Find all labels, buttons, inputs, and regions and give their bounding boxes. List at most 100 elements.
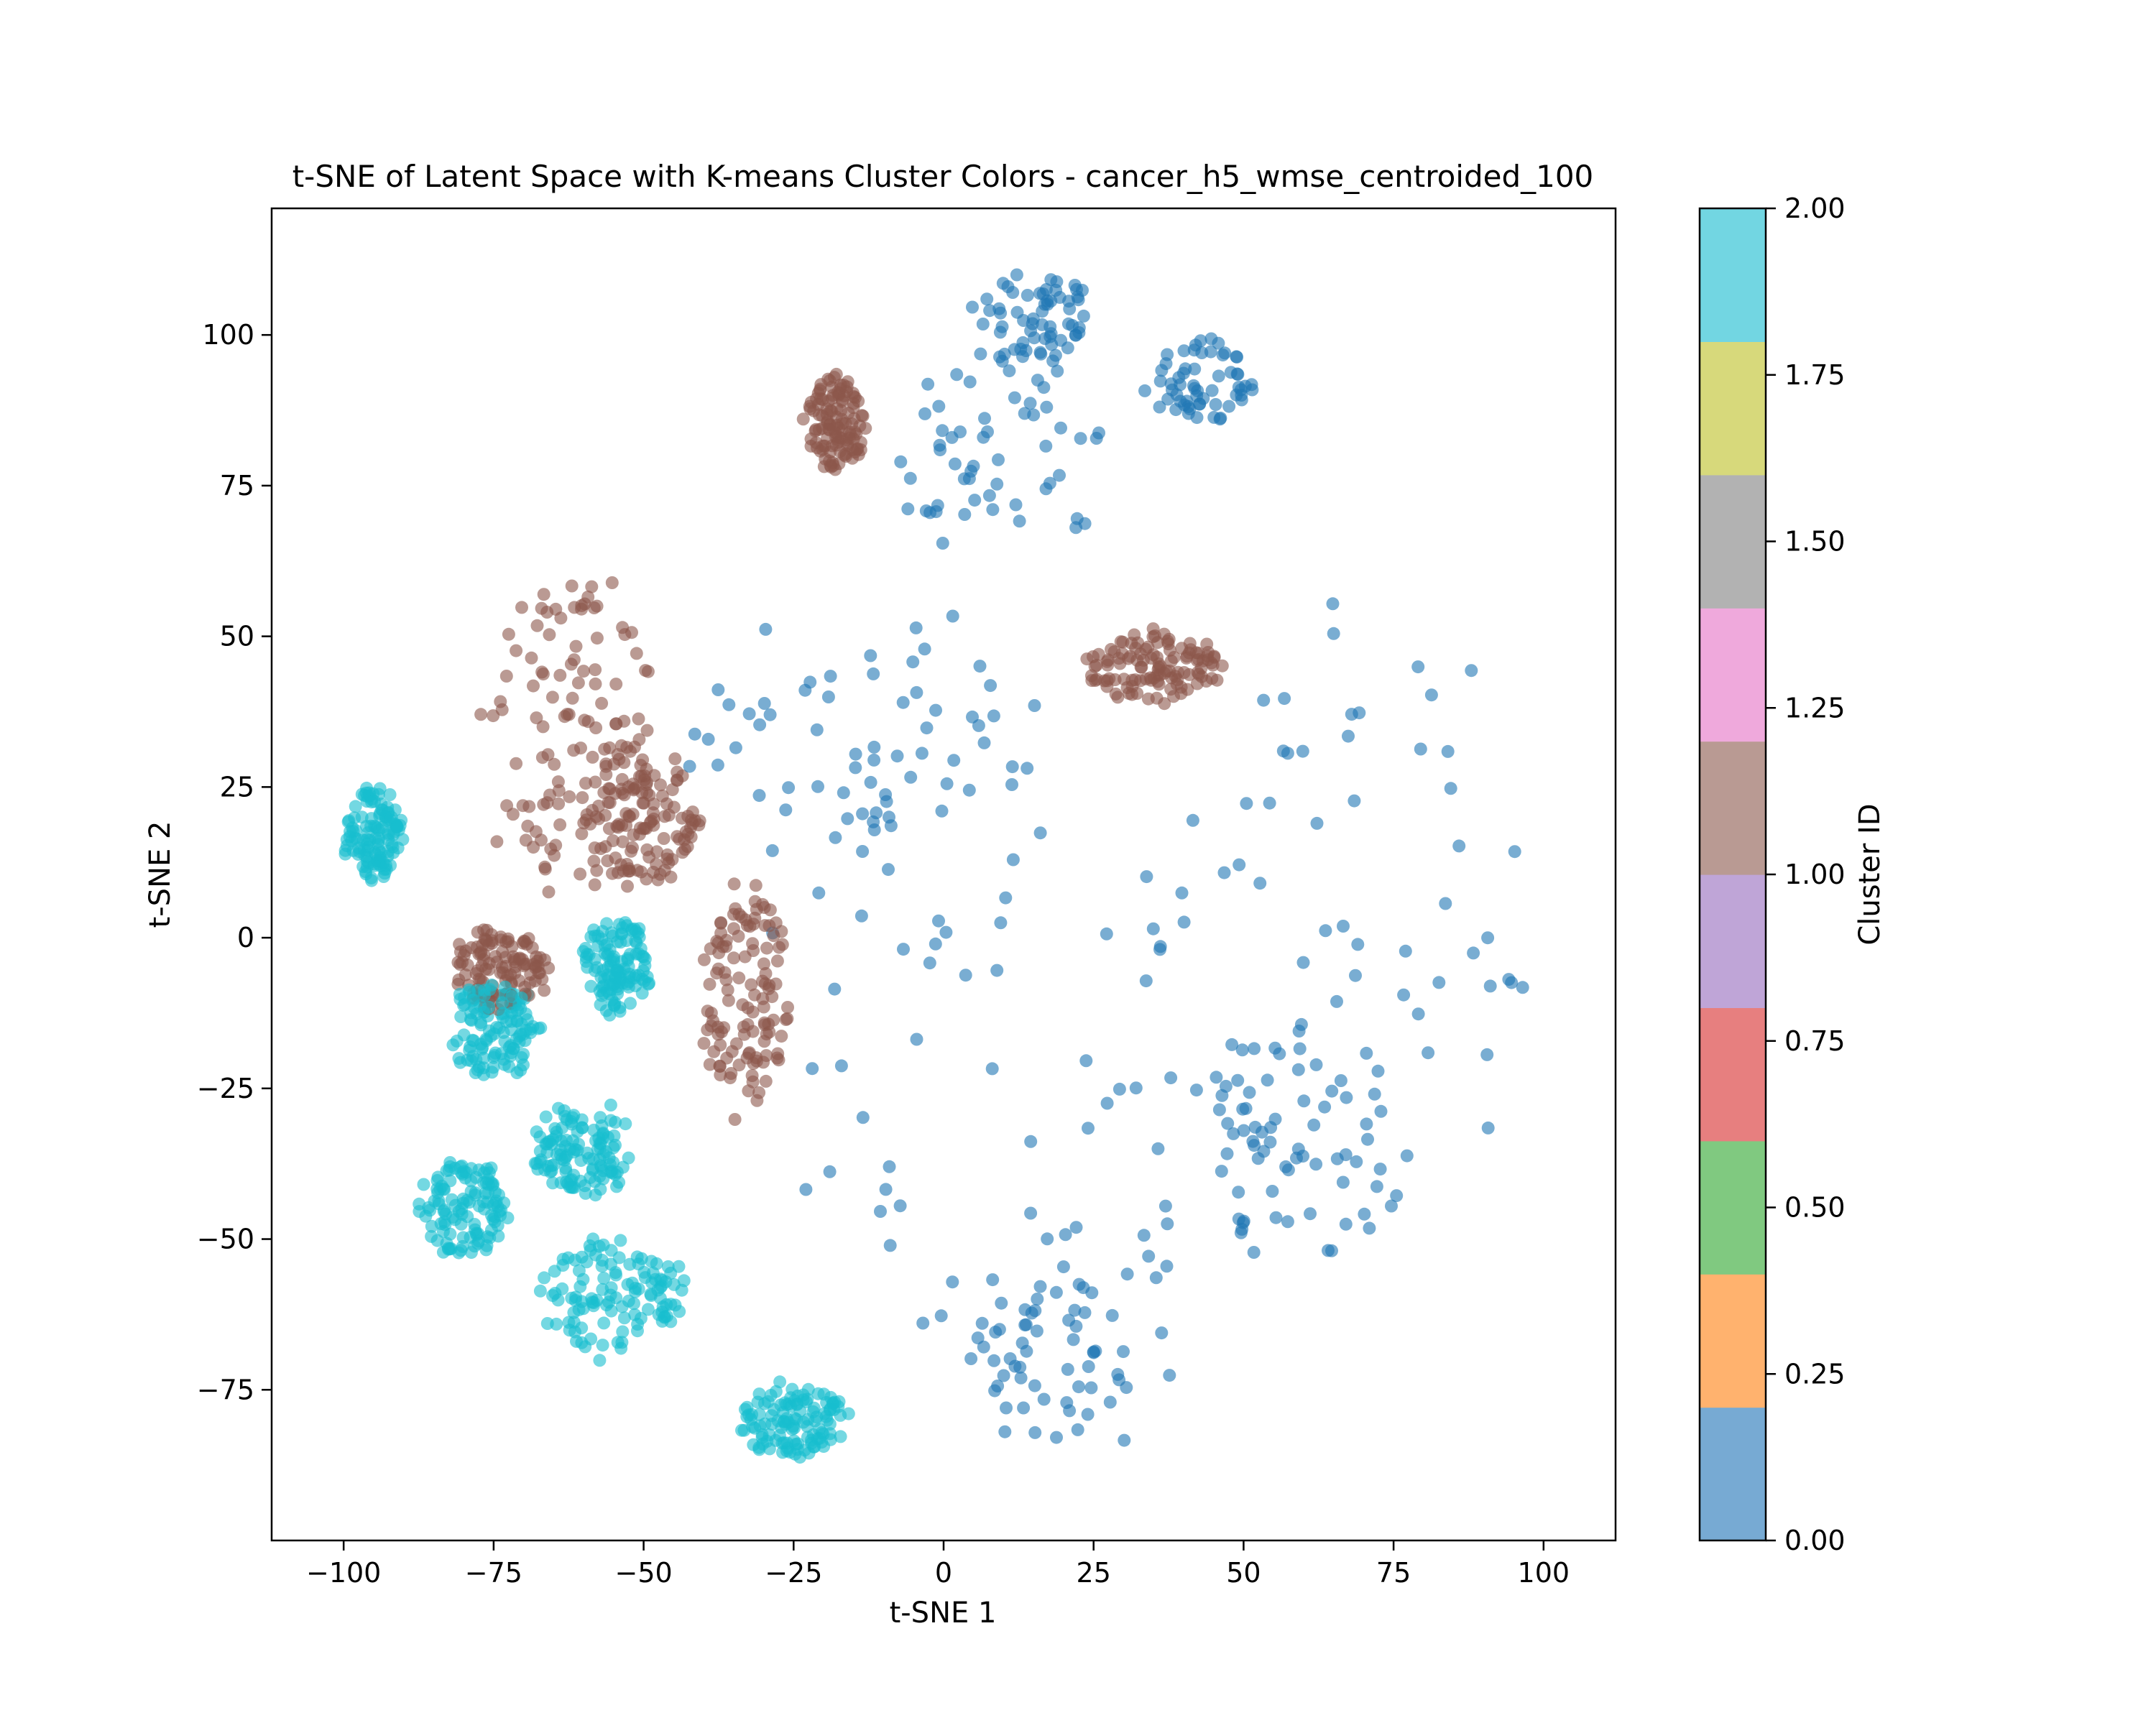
scatter-point-cluster-1 [1101,653,1115,667]
scatter-point-cluster-1 [634,759,648,772]
scatter-point-cluster-0 [1059,1228,1072,1242]
scatter-point-cluster-2 [578,1179,591,1193]
scatter-point-cluster-1 [576,791,589,805]
scatter-point-cluster-1 [525,941,539,955]
scatter-point-cluster-0 [1164,1071,1178,1085]
scatter-point-cluster-1 [553,818,567,831]
scatter-point-cluster-2 [655,1314,669,1328]
scatter-point-cluster-1 [676,811,688,825]
scatter-point-cluster-1 [727,877,741,891]
scatter-point-cluster-0 [931,499,944,512]
scatter-point-cluster-1 [760,1049,773,1063]
colorbar-segment [1700,874,1766,1008]
scatter-point-cluster-0 [994,306,1008,320]
scatter-point-cluster-0 [987,1354,1001,1367]
scatter-point-cluster-2 [760,1434,774,1448]
scatter-point-cluster-1 [1182,667,1196,681]
scatter-point-cluster-0 [1188,362,1202,376]
scatter-point-cluster-0 [1309,1158,1323,1171]
colorbar-segment [1700,1407,1766,1541]
scatter-point-cluster-0 [759,622,773,636]
scatter-point-cluster-0 [1160,1260,1174,1273]
scatter-point-cluster-0 [1181,407,1195,420]
scatter-point-cluster-0 [1327,627,1340,640]
scatter-point-cluster-0 [722,698,736,711]
scatter-point-cluster-2 [514,1027,528,1041]
scatter-point-cluster-2 [584,1243,597,1257]
scatter-point-cluster-0 [1358,1207,1371,1221]
scatter-point-cluster-0 [883,1160,896,1173]
scatter-point-cluster-0 [1279,1160,1293,1173]
scatter-point-cluster-1 [476,938,489,952]
scatter-point-cluster-0 [1037,381,1051,394]
scatter-point-cluster-1 [476,953,490,966]
scatter-point-cluster-0 [935,804,949,818]
scatter-point-cluster-2 [586,1163,599,1177]
scatter-point-cluster-1 [662,808,676,822]
scatter-point-cluster-0 [1111,1367,1125,1381]
scatter-point-cluster-2 [630,947,643,961]
scatter-point-cluster-0 [1079,1054,1093,1068]
y-tick-label: −50 [197,1224,254,1255]
scatter-point-cluster-2 [469,1066,482,1079]
scatter-point-cluster-1 [530,711,543,725]
scatter-point-cluster-0 [1028,1304,1042,1317]
scatter-point-cluster-2 [383,788,397,801]
scatter-point-cluster-0 [837,786,850,800]
scatter-point-cluster-0 [688,727,701,741]
scatter-point-cluster-1 [507,950,520,964]
scatter-point-cluster-0 [1370,1180,1383,1193]
scatter-point-cluster-2 [502,1040,516,1054]
scatter-point-cluster-0 [1078,1306,1092,1319]
scatter-point-cluster-1 [647,798,660,811]
scatter-point-cluster-0 [906,655,920,669]
scatter-point-cluster-1 [589,677,602,690]
scatter-point-cluster-2 [572,1264,586,1277]
scatter-point-cluster-0 [1037,1392,1051,1406]
scatter-point-cluster-1 [632,733,646,747]
y-tick-label: 75 [220,470,254,502]
scatter-point-cluster-1 [758,977,772,991]
x-tick-label: 50 [1226,1557,1261,1589]
scatter-point-cluster-0 [987,709,1000,723]
scatter-point-cluster-0 [910,1032,923,1046]
scatter-point-cluster-0 [945,430,959,444]
scatter-point-cluster-1 [847,397,860,410]
scatter-point-cluster-1 [712,946,726,960]
scatter-point-cluster-0 [867,667,880,680]
scatter-point-cluster-0 [1212,369,1225,383]
scatter-point-cluster-0 [1236,1102,1250,1116]
scatter-point-cluster-0 [1253,877,1267,890]
scatter-point-cluster-0 [915,747,929,760]
scatter-point-cluster-0 [1003,364,1016,378]
scatter-point-cluster-1 [748,988,761,1002]
scatter-point-cluster-2 [454,1010,468,1023]
scatter-point-cluster-0 [1237,1124,1250,1137]
scatter-point-cluster-0 [1187,379,1200,392]
scatter-point-cluster-0 [1006,853,1020,867]
scatter-point-cluster-0 [947,754,961,767]
scatter-point-cluster-2 [469,1188,482,1202]
scatter-point-cluster-0 [1044,295,1058,308]
scatter-point-cluster-1 [721,983,734,997]
scatter-point-cluster-2 [582,1152,596,1165]
scatter-point-cluster-0 [1072,326,1086,339]
scatter-point-cluster-0 [1103,1395,1117,1409]
scatter-point-cluster-0 [1010,268,1023,282]
scatter-point-cluster-0 [977,430,990,444]
scatter-point-cluster-1 [1080,652,1094,666]
scatter-point-cluster-0 [1177,915,1191,929]
scatter-point-cluster-2 [597,1316,611,1330]
scatter-point-cluster-0 [940,777,954,790]
scatter-point-cluster-0 [1225,1038,1239,1051]
scatter-point-cluster-1 [679,825,693,838]
scatter-point-cluster-2 [538,1271,551,1285]
scatter-point-cluster-1 [1116,635,1130,649]
scatter-point-cluster-1 [1205,672,1219,685]
scatter-point-cluster-0 [1373,1163,1387,1176]
scatter-point-cluster-0 [974,347,987,361]
colorbar: 0.00 0.25 0.50 0.75 1.00 1.25 1.50 1.75 2.00 [1698,193,1846,1556]
scatter-point-cluster-0 [1390,1189,1404,1203]
scatter-point-cluster-2 [454,1244,468,1257]
scatter-point-cluster-2 [635,987,649,1000]
